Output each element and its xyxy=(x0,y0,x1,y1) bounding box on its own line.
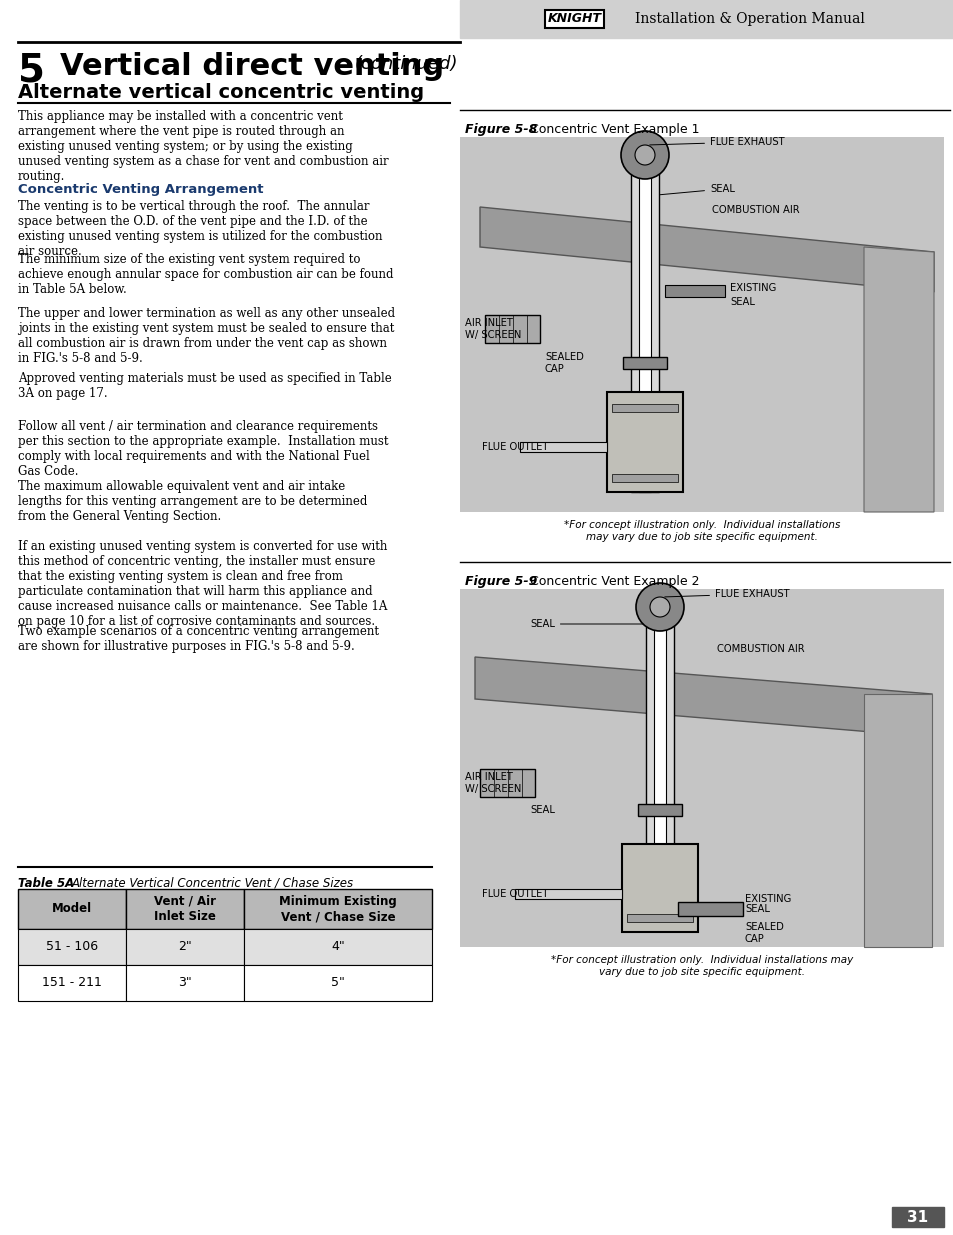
Text: SEAL: SEAL xyxy=(729,296,754,308)
Circle shape xyxy=(620,131,668,179)
Bar xyxy=(459,589,943,947)
Bar xyxy=(612,404,678,412)
Text: FLUE OUTLET: FLUE OUTLET xyxy=(481,889,548,899)
Bar xyxy=(484,315,539,343)
Text: SEAL: SEAL xyxy=(530,805,555,815)
Text: The maximum allowable equivalent vent and air intake
lengths for this venting ar: The maximum allowable equivalent vent an… xyxy=(18,480,367,522)
Bar xyxy=(126,965,244,1002)
Text: FLUE OUTLET: FLUE OUTLET xyxy=(481,442,548,452)
Text: The minimum size of the existing vent system required to
achieve enough annular : The minimum size of the existing vent sy… xyxy=(18,253,393,296)
Polygon shape xyxy=(863,694,931,947)
Text: Vertical direct venting: Vertical direct venting xyxy=(60,52,444,82)
Polygon shape xyxy=(475,657,931,737)
Text: The upper and lower termination as well as any other unsealed
joints in the exis: The upper and lower termination as well … xyxy=(18,308,395,366)
Text: SEAL: SEAL xyxy=(744,904,769,914)
Text: EXISTING: EXISTING xyxy=(729,283,776,293)
Bar xyxy=(126,929,244,965)
Bar xyxy=(654,599,665,927)
Bar xyxy=(638,804,681,816)
Text: 3": 3" xyxy=(178,977,192,989)
Text: Model: Model xyxy=(51,903,92,915)
Bar xyxy=(459,137,943,513)
Text: Concentric Venting Arrangement: Concentric Venting Arrangement xyxy=(18,183,263,196)
Text: 151 - 211: 151 - 211 xyxy=(42,977,102,989)
Text: Vent / Air
Inlet Size: Vent / Air Inlet Size xyxy=(153,895,215,923)
Bar xyxy=(244,965,432,1002)
Text: Figure 5-8: Figure 5-8 xyxy=(464,124,537,136)
Text: 5": 5" xyxy=(331,977,345,989)
Text: AIR INLET
W/ SCREEN: AIR INLET W/ SCREEN xyxy=(464,319,521,340)
Text: Installation & Operation Manual: Installation & Operation Manual xyxy=(635,12,864,26)
Bar xyxy=(479,769,535,797)
Bar xyxy=(606,391,682,492)
Bar xyxy=(244,889,432,929)
Bar xyxy=(626,914,692,923)
Text: This appliance may be installed with a concentric vent
arrangement where the ven: This appliance may be installed with a c… xyxy=(18,110,388,183)
Bar xyxy=(622,357,666,369)
Text: Figure 5-9: Figure 5-9 xyxy=(464,576,537,588)
Text: Follow all vent / air termination and clearance requirements
per this section to: Follow all vent / air termination and cl… xyxy=(18,420,388,478)
Bar xyxy=(630,147,659,492)
Text: AIR INLET
W/ SCREEN: AIR INLET W/ SCREEN xyxy=(464,772,521,794)
Text: COMBUSTION AIR: COMBUSTION AIR xyxy=(717,643,803,655)
Bar xyxy=(645,599,673,927)
Text: Minimum Existing
Vent / Chase Size: Minimum Existing Vent / Chase Size xyxy=(279,895,396,923)
Bar xyxy=(612,474,678,482)
Text: Approved venting materials must be used as specified in Table
3A on page 17.: Approved venting materials must be used … xyxy=(18,372,392,400)
Text: Two example scenarios of a concentric venting arrangement
are shown for illustra: Two example scenarios of a concentric ve… xyxy=(18,625,378,653)
Text: FLUE EXHAUST: FLUE EXHAUST xyxy=(649,137,783,147)
Text: Concentric Vent Example 1: Concentric Vent Example 1 xyxy=(530,124,699,136)
Text: FLUE EXHAUST: FLUE EXHAUST xyxy=(664,589,789,599)
Text: *For concept illustration only.  Individual installations
may vary due to job si: *For concept illustration only. Individu… xyxy=(563,520,840,542)
Text: EXISTING: EXISTING xyxy=(744,894,791,904)
Text: SEAL: SEAL xyxy=(530,619,642,629)
Circle shape xyxy=(636,583,683,631)
Text: (continued): (continued) xyxy=(355,56,458,73)
Bar xyxy=(891,1207,943,1228)
Text: 31: 31 xyxy=(906,1209,927,1224)
Bar xyxy=(18,889,126,929)
Text: SEAL: SEAL xyxy=(659,184,734,195)
Bar xyxy=(126,889,244,929)
Text: SEALED
CAP: SEALED CAP xyxy=(744,923,783,944)
Text: Alternate Vertical Concentric Vent / Chase Sizes: Alternate Vertical Concentric Vent / Cha… xyxy=(71,877,354,890)
Bar xyxy=(664,285,724,296)
Text: 5: 5 xyxy=(18,52,45,90)
Circle shape xyxy=(635,144,655,165)
Bar xyxy=(678,902,742,916)
Text: KNIGHT: KNIGHT xyxy=(547,12,601,26)
Bar xyxy=(515,889,621,899)
Text: SEALED
CAP: SEALED CAP xyxy=(544,352,583,374)
Text: 51 - 106: 51 - 106 xyxy=(46,941,98,953)
Bar xyxy=(459,0,953,38)
Bar xyxy=(621,844,698,932)
Bar xyxy=(244,929,432,965)
Bar xyxy=(519,442,606,452)
Text: 2": 2" xyxy=(178,941,192,953)
Bar xyxy=(18,965,126,1002)
Bar xyxy=(18,929,126,965)
Text: Concentric Vent Example 2: Concentric Vent Example 2 xyxy=(530,576,699,588)
Text: Table 5A: Table 5A xyxy=(18,877,74,890)
Text: Alternate vertical concentric venting: Alternate vertical concentric venting xyxy=(18,83,424,103)
Text: The venting is to be vertical through the roof.  The annular
space between the O: The venting is to be vertical through th… xyxy=(18,200,382,258)
Polygon shape xyxy=(479,207,933,291)
Text: *For concept illustration only.  Individual installations may
vary due to job si: *For concept illustration only. Individu… xyxy=(550,955,852,977)
Polygon shape xyxy=(863,247,933,513)
Text: If an existing unused venting system is converted for use with
this method of co: If an existing unused venting system is … xyxy=(18,540,387,629)
Text: COMBUSTION AIR: COMBUSTION AIR xyxy=(711,205,799,215)
Circle shape xyxy=(649,597,669,618)
Text: 4": 4" xyxy=(331,941,345,953)
Bar xyxy=(639,147,650,492)
